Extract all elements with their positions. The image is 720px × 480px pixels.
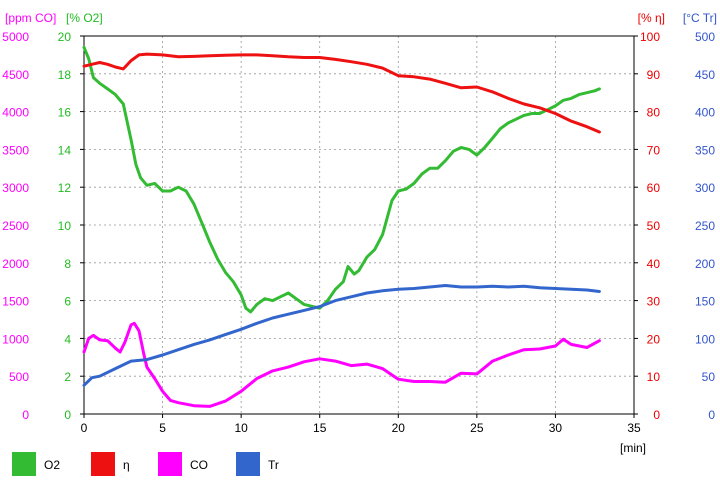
y-tick-label-tr: 500 — [695, 30, 715, 44]
y-tick-label-tr: 150 — [695, 295, 715, 309]
series-line-η — [82, 52, 601, 134]
y-tick-label-tr: 450 — [695, 68, 715, 82]
legend-label: CO — [190, 458, 208, 472]
legend-swatch — [91, 452, 115, 476]
x-tick-label: 20 — [392, 421, 406, 435]
y-tick-label-tr: 50 — [702, 370, 716, 384]
chart-grid — [84, 36, 634, 414]
y-tick-label-co: 2500 — [2, 219, 29, 233]
y-tick-label-co: 500 — [9, 370, 29, 384]
y-tick-label-tr: 350 — [695, 143, 715, 157]
legend-label: Tr — [268, 458, 279, 472]
y-tick-label-o2: 14 — [58, 143, 72, 157]
y-axis-label-eta: [% η] — [638, 11, 665, 25]
x-tick-label: 30 — [549, 421, 563, 435]
y-tick-label-eta: 50 — [647, 219, 661, 233]
x-tick-label: 5 — [159, 421, 166, 435]
x-tick-label: 10 — [234, 421, 248, 435]
y-axis-label-co: [ppm CO] — [5, 11, 56, 25]
y-tick-label-co: 2000 — [2, 257, 29, 271]
y-tick-label-eta: 40 — [647, 257, 661, 271]
series-line-CO — [82, 321, 601, 408]
chart-legend: O2 η CO Tr — [12, 452, 279, 476]
y-tick-label-tr: 200 — [695, 257, 715, 271]
y-tick-label-o2: 8 — [64, 257, 71, 271]
y-tick-label-eta: 30 — [647, 295, 661, 309]
x-axis-label: [min] — [620, 441, 646, 455]
x-tick-label: 25 — [470, 421, 484, 435]
legend-swatch — [158, 452, 182, 476]
y-tick-label-o2: 10 — [58, 219, 72, 233]
chart-series — [82, 45, 601, 408]
y-tick-label-eta: 90 — [647, 68, 661, 82]
y-tick-label-tr: 100 — [695, 332, 715, 346]
y-tick-label-tr: 250 — [695, 219, 715, 233]
y-tick-label-o2: 20 — [58, 30, 72, 44]
y-tick-label-tr: 0 — [708, 408, 715, 422]
y-tick-label-co: 5000 — [2, 30, 29, 44]
y-tick-label-eta: 0 — [653, 408, 660, 422]
y-tick-label-eta: 60 — [647, 181, 661, 195]
y-tick-label-eta: 80 — [647, 106, 661, 120]
y-tick-label-eta: 100 — [640, 30, 660, 44]
y-tick-label-o2: 4 — [64, 332, 71, 346]
y-tick-label-co: 3500 — [2, 143, 29, 157]
y-tick-label-co: 3000 — [2, 181, 29, 195]
y-tick-label-o2: 18 — [58, 68, 72, 82]
legend-label: η — [123, 458, 130, 472]
y-tick-label-co: 0 — [22, 408, 29, 422]
y-tick-label-o2: 6 — [64, 295, 71, 309]
legend-label: O2 — [44, 458, 60, 472]
y-axis-label-tr: [°C Tr] — [683, 11, 717, 25]
legend-swatch — [12, 452, 36, 476]
legend-swatch — [236, 452, 260, 476]
x-tick-label: 35 — [627, 421, 641, 435]
series-line-O2 — [82, 45, 601, 314]
x-tick-label: 0 — [81, 421, 88, 435]
y-tick-label-co: 4000 — [2, 106, 29, 120]
y-tick-label-eta: 20 — [647, 332, 661, 346]
chart-axes: 0 5 10 15 20 25 30 35[min]050010001500200025003… — [2, 11, 717, 455]
y-axis-label-o2: [% O2] — [66, 11, 103, 25]
y-tick-label-tr: 300 — [695, 181, 715, 195]
y-tick-label-o2: 0 — [64, 408, 71, 422]
y-tick-label-o2: 2 — [64, 370, 71, 384]
y-tick-label-o2: 16 — [58, 106, 72, 120]
y-tick-label-o2: 12 — [58, 181, 72, 195]
y-tick-label-eta: 70 — [647, 143, 661, 157]
series-line-Tr — [82, 284, 601, 387]
y-tick-label-tr: 400 — [695, 106, 715, 120]
y-tick-label-co: 1500 — [2, 295, 29, 309]
y-tick-label-eta: 10 — [647, 370, 661, 384]
y-tick-label-co: 4500 — [2, 68, 29, 82]
y-tick-label-co: 1000 — [2, 332, 29, 346]
x-tick-label: 15 — [313, 421, 327, 435]
